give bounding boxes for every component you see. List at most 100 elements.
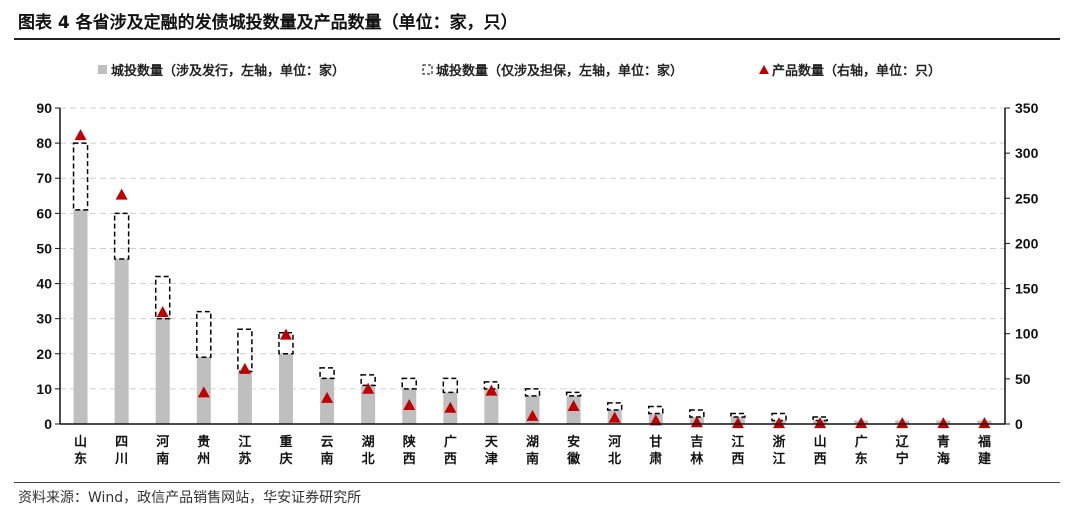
category-label: 吉 [690, 435, 703, 450]
bar-guarantee-only [360, 374, 376, 387]
legend-marker-products [759, 65, 769, 74]
product-count-marker [403, 399, 416, 411]
product-count-marker [238, 362, 251, 374]
product-count-marker [444, 401, 457, 413]
left-tick-label: 80 [36, 135, 52, 151]
bar-issuing [361, 385, 376, 424]
left-tick-label: 10 [36, 381, 52, 397]
category-label: 青 [937, 434, 950, 450]
category-label: 河 [156, 434, 169, 450]
category-label: 云 [321, 435, 334, 450]
left-tick-label: 40 [36, 276, 52, 292]
category-label: 川 [114, 452, 128, 467]
bar-issuing [73, 209, 88, 424]
right-tick-label: 50 [1015, 371, 1031, 387]
category-label: 西 [403, 452, 416, 467]
bar-guarantee-only [442, 377, 459, 394]
chart-title: 图表 4 各省涉及定融的发债城投数量及产品数量（单位：家，只） [18, 13, 518, 33]
category-label: 江 [238, 434, 251, 450]
category-label: 南 [321, 451, 334, 467]
right-tick-label: 200 [1015, 235, 1039, 251]
product-count-marker [156, 306, 169, 318]
legend-label-guarantee: 城投数量（仅涉及担保，左轴，单位：家） [436, 63, 683, 79]
category-label: 陕 [403, 434, 417, 450]
bar-guarantee-only [606, 402, 623, 411]
left-tick-label: 60 [36, 205, 52, 221]
category-label: 重 [279, 434, 292, 450]
bar-issuing [278, 353, 293, 424]
category-label: 南 [156, 451, 169, 467]
legend-swatch-issuing [98, 65, 107, 74]
product-count-marker [197, 386, 210, 398]
category-label: 东 [74, 451, 87, 467]
category-label: 甘 [649, 434, 662, 450]
bar-guarantee-only [72, 142, 89, 211]
product-count-marker [855, 417, 868, 429]
right-tick-label: 100 [1015, 326, 1039, 342]
right-tick-label: 250 [1015, 190, 1039, 206]
category-label: 建 [978, 451, 991, 467]
product-count-marker [321, 391, 334, 403]
left-tick-label: 70 [36, 170, 52, 186]
bar-guarantee-only [196, 310, 212, 359]
product-count-marker [485, 384, 498, 396]
category-label: 西 [731, 452, 744, 467]
category-label: 北 [362, 452, 375, 467]
source-note: 资料来源：Wind，政信产品销售网站，华安证券研究所 [18, 490, 362, 506]
left-tick-label: 50 [36, 240, 52, 256]
category-label: 福 [977, 434, 991, 450]
category-label: 西 [444, 452, 457, 467]
bar-guarantee-only [730, 412, 746, 418]
bar-guarantee-only [154, 275, 171, 320]
product-count-marker [74, 129, 87, 141]
category-label: 宁 [896, 451, 909, 467]
product-count-marker [773, 417, 786, 429]
product-count-marker [608, 411, 621, 423]
product-count-marker [115, 188, 128, 200]
category-label: 苏 [238, 451, 251, 467]
category-label: 江 [773, 451, 786, 467]
legend-swatch-guarantee [422, 64, 433, 75]
category-label: 湖 [526, 435, 539, 450]
right-tick-label: 150 [1015, 281, 1039, 297]
bar-issuing [237, 371, 252, 424]
category-label: 徽 [566, 451, 581, 467]
bar-guarantee-only [278, 331, 294, 355]
product-count-marker [814, 417, 827, 429]
bar-issuing [114, 258, 129, 424]
left-tick-label: 90 [36, 100, 52, 116]
category-label: 津 [485, 451, 498, 467]
category-label: 肃 [649, 451, 662, 467]
category-label: 湖 [362, 435, 375, 450]
footer-divider [14, 482, 1060, 483]
category-label: 州 [196, 452, 210, 467]
left-tick-label: 0 [44, 416, 52, 432]
legend-label-issuing: 城投数量（涉及发行，左轴，单位：家） [111, 63, 345, 79]
product-count-marker [937, 417, 950, 429]
left-tick-label: 30 [36, 311, 52, 327]
bar-guarantee-only [565, 391, 582, 397]
bar-guarantee-only [689, 409, 705, 418]
title-divider [14, 38, 1060, 40]
bar-issuing [155, 318, 170, 424]
category-label: 四 [115, 435, 128, 450]
product-count-marker [362, 382, 375, 394]
bar-guarantee-only [319, 367, 335, 380]
right-tick-label: 350 [1015, 100, 1039, 116]
category-label: 安 [567, 434, 580, 450]
bar-guarantee-only [524, 388, 541, 397]
category-label: 广 [444, 434, 457, 450]
product-count-marker [526, 409, 539, 421]
category-label: 东 [855, 451, 868, 467]
product-count-marker [731, 417, 744, 429]
bar-guarantee-only [237, 328, 253, 373]
category-label: 浙 [773, 434, 786, 450]
category-label: 海 [937, 451, 950, 467]
category-label: 天 [485, 435, 499, 450]
category-label: 河 [608, 434, 621, 450]
bar-issuing [484, 388, 499, 424]
category-label: 南 [526, 451, 539, 467]
product-count-marker [649, 414, 662, 426]
right-tick-label: 300 [1015, 145, 1039, 161]
